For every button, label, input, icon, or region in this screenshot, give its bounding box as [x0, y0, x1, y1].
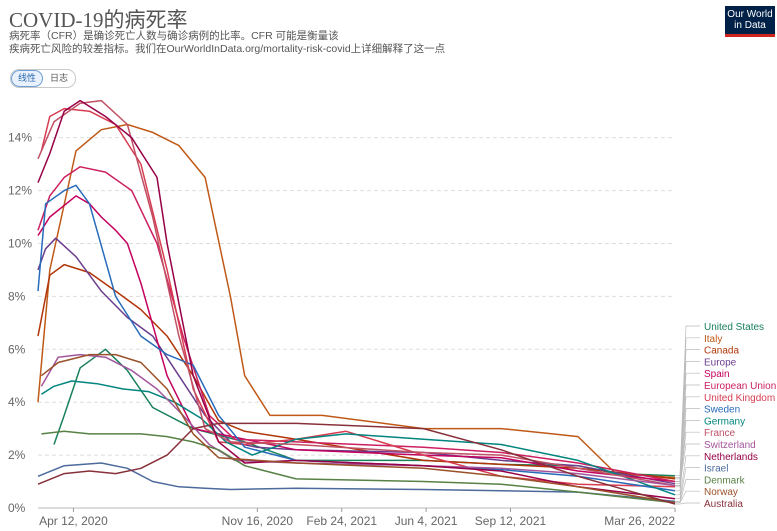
subtitle-line-2: 疾病死亡风险的较差指标。我们在OurWorldInData.org/mortal…	[9, 43, 446, 55]
legend-entry[interactable]: Australia	[704, 499, 743, 510]
series-lines	[37, 99, 676, 505]
series-line-united-kingdom[interactable]	[40, 107, 676, 488]
x-tick-label: Jun 4, 2021	[395, 514, 458, 528]
legend-connector	[675, 502, 700, 505]
legend-connector	[675, 361, 700, 485]
legend-connector	[675, 372, 700, 482]
legend-connector	[675, 467, 700, 502]
series-line-france[interactable]	[37, 99, 676, 487]
y-tick-label: 12%	[8, 184, 32, 198]
series-line-spain[interactable]	[37, 195, 676, 483]
legend-entry[interactable]: Norway	[704, 487, 738, 498]
y-tick-label: 6%	[8, 342, 26, 356]
legend-entry[interactable]: Sweden	[704, 405, 740, 416]
legend-entry[interactable]: Netherlands	[704, 452, 758, 463]
legend-entry[interactable]: Israel	[704, 464, 728, 475]
series-line-norway[interactable]	[40, 353, 676, 504]
x-tick-label: Nov 16, 2020	[222, 514, 294, 528]
series-line-australia[interactable]	[37, 422, 676, 505]
x-tick-label: Sep 12, 2021	[475, 514, 547, 528]
y-tick-label: 10%	[8, 236, 32, 250]
legend-connector	[675, 408, 700, 492]
legend-entry[interactable]: Europe	[704, 357, 737, 368]
legend-entry[interactable]: Canada	[704, 346, 739, 357]
x-tick-label: Apr 12, 2020	[39, 514, 108, 528]
grid-lines	[38, 137, 675, 509]
logo-line-1: Our World	[727, 9, 773, 20]
x-axis: Apr 12, 2020 Nov 16, 2020 Feb 24, 2021 Jun …	[39, 508, 676, 528]
series-line-switzerland[interactable]	[40, 353, 676, 487]
legend-connector	[675, 443, 700, 486]
chart-subtitle: 病死率（CFR）是确诊死亡人数与确诊病例的比率。CFR 可能是衡量该 疾病死亡风…	[9, 30, 609, 56]
legend-entry[interactable]: European Union	[704, 381, 776, 392]
series-line-israel[interactable]	[37, 462, 676, 503]
legend-connector	[675, 325, 700, 477]
legend-entry[interactable]: Germany	[704, 416, 745, 427]
legend-entry[interactable]: Italy	[704, 334, 722, 345]
log-scale-button[interactable]: 日志	[50, 73, 69, 83]
series-line-denmark[interactable]	[41, 430, 676, 504]
y-tick-label: 0%	[8, 501, 26, 515]
legend-entry[interactable]: United States	[704, 322, 764, 333]
x-tick-label: Mar 26, 2022	[604, 514, 675, 528]
legend-connector	[675, 337, 700, 478]
linear-scale-button[interactable]: 线性	[11, 70, 44, 87]
y-axis: 0% 2% 4% 6% 8% 10% 12% 14%	[8, 131, 32, 515]
legend-entry[interactable]: United Kingdom	[704, 393, 775, 404]
legend-connector	[675, 349, 700, 480]
scale-toggle: 线性 日志	[10, 69, 77, 88]
legend-entry[interactable]: Denmark	[704, 475, 746, 486]
y-tick-label: 8%	[8, 289, 26, 303]
y-tick-label: 4%	[8, 395, 26, 409]
legend-connector	[675, 455, 700, 500]
subtitle-line-1: 病死率（CFR）是确诊死亡人数与确诊病例的比率。CFR 可能是衡量该	[9, 30, 339, 42]
legend-connector	[675, 396, 700, 488]
y-tick-label: 2%	[8, 448, 26, 462]
legend-connector	[675, 490, 700, 504]
legend-entry[interactable]: Switzerland	[704, 440, 756, 451]
series-line-netherlands[interactable]	[37, 99, 676, 500]
legend-entry[interactable]: France	[704, 428, 736, 439]
y-tick-label: 14%	[8, 131, 32, 145]
legend: United StatesItalyCanadaEuropeSpainEurop…	[675, 322, 776, 510]
series-line-european-union[interactable]	[37, 166, 676, 483]
owid-logo[interactable]: Our World in Data	[725, 6, 775, 37]
x-tick-label: Feb 24, 2021	[306, 514, 377, 528]
legend-connector	[675, 384, 700, 482]
series-line-italy[interactable]	[37, 123, 676, 479]
logo-line-2: in Data	[734, 20, 766, 31]
legend-entry[interactable]: Spain	[704, 369, 730, 380]
chart-title: COVID-19的病死率	[9, 8, 188, 32]
